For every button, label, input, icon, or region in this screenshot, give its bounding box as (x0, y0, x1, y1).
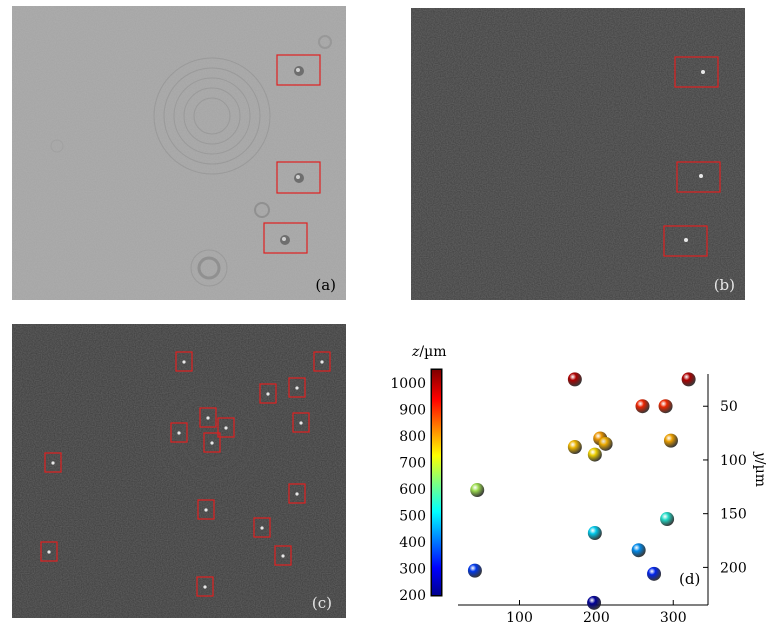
x-tick-label: 300 (660, 610, 687, 622)
panel-a-image (12, 6, 346, 300)
panel-c-label: (c) (311, 594, 332, 612)
data-point (587, 526, 602, 541)
colorbar-label: z/µm (411, 344, 446, 360)
data-point (681, 372, 696, 387)
colorbar-tick-label: 600 (399, 482, 426, 498)
panel-d: 1000 900 800 700 600 500 400 300 200 z/µm 100 200 30… (362, 336, 766, 622)
colorbar (432, 370, 441, 595)
panel-d-label: (d) (679, 570, 701, 588)
panel-b-label: (b) (713, 276, 735, 294)
colorbar-tick-label: 500 (399, 509, 426, 525)
data-point (467, 563, 482, 578)
marker-box (263, 222, 308, 254)
data-point (663, 433, 678, 448)
y-tick-label: 200 (720, 560, 747, 576)
data-point (660, 512, 675, 527)
colorbar-tick-label: 400 (399, 535, 426, 551)
marker-box (663, 225, 708, 257)
marker-box (276, 161, 321, 194)
panel-c-image (12, 324, 346, 618)
colorbar-tick-label: 200 (399, 588, 426, 604)
marker-box (676, 161, 721, 193)
colorbar-tick-label: 1000 (390, 376, 426, 392)
x-tick-label: 100 (506, 610, 533, 622)
data-point (567, 440, 582, 455)
data-point (658, 399, 673, 414)
data-point (598, 436, 613, 451)
data-point (631, 543, 646, 558)
colorbar-tick-label: 900 (399, 403, 426, 419)
panel-a-label: (a) (315, 276, 336, 294)
marker-box (276, 54, 321, 86)
panel-b-image (411, 8, 745, 300)
colorbar-tick-label: 300 (399, 562, 426, 578)
data-point (587, 447, 602, 462)
marker-box (674, 56, 719, 88)
colorbar-tick-label: 800 (399, 429, 426, 445)
data-point (647, 566, 662, 581)
y-tick-label: 50 (720, 399, 738, 415)
panel-a: (a) (12, 6, 346, 300)
y-axis-label: y/µm (752, 451, 766, 487)
colorbar-tick-label: 700 (399, 456, 426, 472)
scatter-chart: 1000 900 800 700 600 500 400 300 200 z/µm 100 200 30… (390, 344, 766, 622)
panel-b: (b) (411, 8, 745, 300)
x-tick-label: 200 (583, 610, 610, 622)
y-tick-label: 100 (720, 453, 747, 469)
data-point (587, 595, 602, 610)
data-point (635, 399, 650, 414)
data-point (567, 372, 582, 387)
panel-c: (c) (12, 324, 346, 618)
y-tick-label: 150 (720, 507, 747, 523)
data-point (470, 483, 485, 498)
